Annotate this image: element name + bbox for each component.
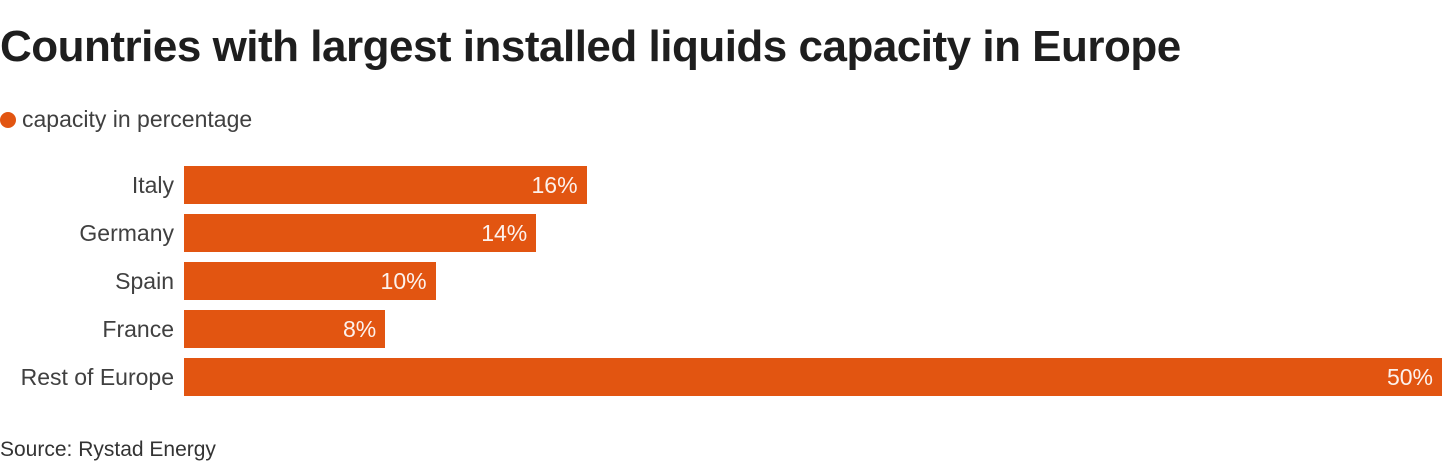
bar-row: Spain 10% (0, 262, 1444, 300)
category-label: Spain (115, 268, 174, 294)
category-label: France (102, 316, 174, 342)
source-note: Source: Rystad Energy (0, 438, 216, 461)
bar-row: France 8% (0, 310, 1444, 348)
bar-value-label: 14% (481, 220, 528, 246)
legend-label: capacity in percentage (22, 106, 253, 132)
chart-title: Countries with largest installed liquids… (0, 22, 1181, 71)
bar-value-label: 10% (380, 268, 427, 294)
category-label: Italy (131, 172, 174, 198)
bar-value-label: 50% (1386, 364, 1433, 390)
bar-value-label: 8% (343, 316, 377, 342)
bar: 50% (184, 358, 1442, 396)
bar: 10% (184, 262, 436, 300)
bar-row: Italy 16% (0, 166, 1444, 204)
legend: capacity in percentage (0, 106, 252, 133)
bar: 16% (184, 166, 587, 204)
bar-row: Germany 14% (0, 214, 1444, 252)
bar: 8% (184, 310, 386, 348)
category-label: Germany (79, 220, 174, 246)
bar: 14% (184, 214, 537, 252)
bar-value-label: 16% (531, 172, 578, 198)
bar-chart: Italy 16% Germany 14% Spain 10% France 8… (0, 166, 1444, 406)
category-label: Rest of Europe (20, 364, 174, 390)
legend-dot-icon (0, 111, 16, 128)
bar-row: Rest of Europe 50% (0, 358, 1444, 396)
